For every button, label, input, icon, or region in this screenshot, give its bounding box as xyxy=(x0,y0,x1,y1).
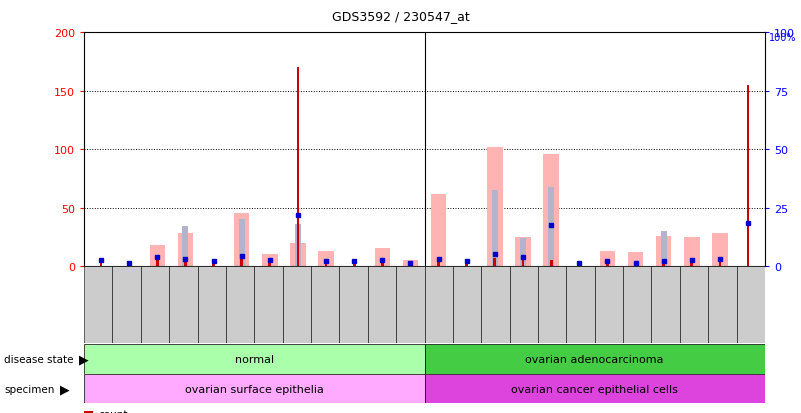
Bar xyxy=(661,231,666,266)
Bar xyxy=(662,263,665,266)
Bar xyxy=(538,266,566,343)
Bar xyxy=(178,234,193,266)
Bar xyxy=(481,266,509,343)
Text: GDS3592 / 230547_at: GDS3592 / 230547_at xyxy=(332,10,469,23)
Text: ovarian adenocarcinoma: ovarian adenocarcinoma xyxy=(525,354,664,364)
Bar xyxy=(623,266,651,343)
Bar xyxy=(680,266,708,343)
Bar xyxy=(431,194,446,266)
Bar xyxy=(234,214,249,266)
Bar xyxy=(396,266,425,343)
Bar xyxy=(352,263,356,266)
Bar xyxy=(84,266,112,343)
Bar xyxy=(708,266,737,343)
Bar xyxy=(606,263,609,266)
Text: ▶: ▶ xyxy=(78,352,88,366)
Text: specimen: specimen xyxy=(4,384,54,394)
Bar xyxy=(656,236,671,266)
Bar xyxy=(127,264,131,266)
Bar xyxy=(296,68,300,266)
Bar xyxy=(239,220,245,266)
Bar xyxy=(634,264,637,266)
Bar xyxy=(283,266,311,343)
Bar xyxy=(295,224,301,266)
Text: normal: normal xyxy=(235,354,274,364)
Bar xyxy=(262,255,277,266)
Bar xyxy=(493,258,497,266)
Bar xyxy=(268,262,272,266)
Bar xyxy=(169,266,198,343)
Bar xyxy=(747,85,750,266)
Bar xyxy=(226,266,254,343)
Text: ovarian cancer epithelial cells: ovarian cancer epithelial cells xyxy=(511,384,678,394)
Bar xyxy=(521,259,525,266)
Bar xyxy=(548,187,554,266)
Bar xyxy=(487,147,502,266)
Bar xyxy=(375,249,390,266)
Bar xyxy=(403,261,418,266)
Bar xyxy=(290,243,306,266)
Text: 100%: 100% xyxy=(769,33,796,43)
Bar xyxy=(684,237,699,266)
Bar xyxy=(437,261,440,266)
Bar xyxy=(240,259,243,266)
Bar xyxy=(520,238,526,266)
Bar xyxy=(690,262,693,266)
Bar xyxy=(198,266,226,343)
Bar xyxy=(84,411,93,413)
Text: count: count xyxy=(98,408,127,413)
Bar xyxy=(318,251,334,266)
Text: ▶: ▶ xyxy=(60,382,70,395)
Bar xyxy=(99,263,103,266)
Bar xyxy=(549,261,553,266)
Bar xyxy=(425,374,765,404)
Bar xyxy=(465,264,468,266)
Bar xyxy=(515,237,531,266)
Bar xyxy=(718,261,722,266)
Bar xyxy=(141,266,169,343)
Bar xyxy=(425,266,453,343)
Bar xyxy=(311,266,340,343)
Bar xyxy=(651,266,680,343)
Bar xyxy=(156,261,159,266)
Bar xyxy=(543,154,559,266)
Bar xyxy=(84,344,425,374)
Bar xyxy=(255,266,283,343)
Bar xyxy=(183,227,188,266)
Bar xyxy=(340,266,368,343)
Bar xyxy=(578,264,581,266)
Bar xyxy=(324,263,328,266)
Bar xyxy=(368,266,396,343)
Bar xyxy=(425,344,765,374)
Bar xyxy=(112,266,141,343)
Text: disease state: disease state xyxy=(4,354,74,364)
Bar xyxy=(409,264,412,266)
Bar xyxy=(712,234,727,266)
Bar xyxy=(453,266,481,343)
Text: ovarian surface epithelia: ovarian surface epithelia xyxy=(185,384,324,394)
Bar xyxy=(594,266,623,343)
Bar xyxy=(84,374,425,404)
Bar xyxy=(184,262,187,266)
Bar xyxy=(509,266,538,343)
Bar xyxy=(150,245,165,266)
Bar xyxy=(600,251,615,266)
Bar xyxy=(737,266,765,343)
Bar xyxy=(566,266,594,343)
Bar xyxy=(381,262,384,266)
Bar xyxy=(212,264,215,266)
Bar xyxy=(492,190,498,266)
Bar xyxy=(628,252,643,266)
